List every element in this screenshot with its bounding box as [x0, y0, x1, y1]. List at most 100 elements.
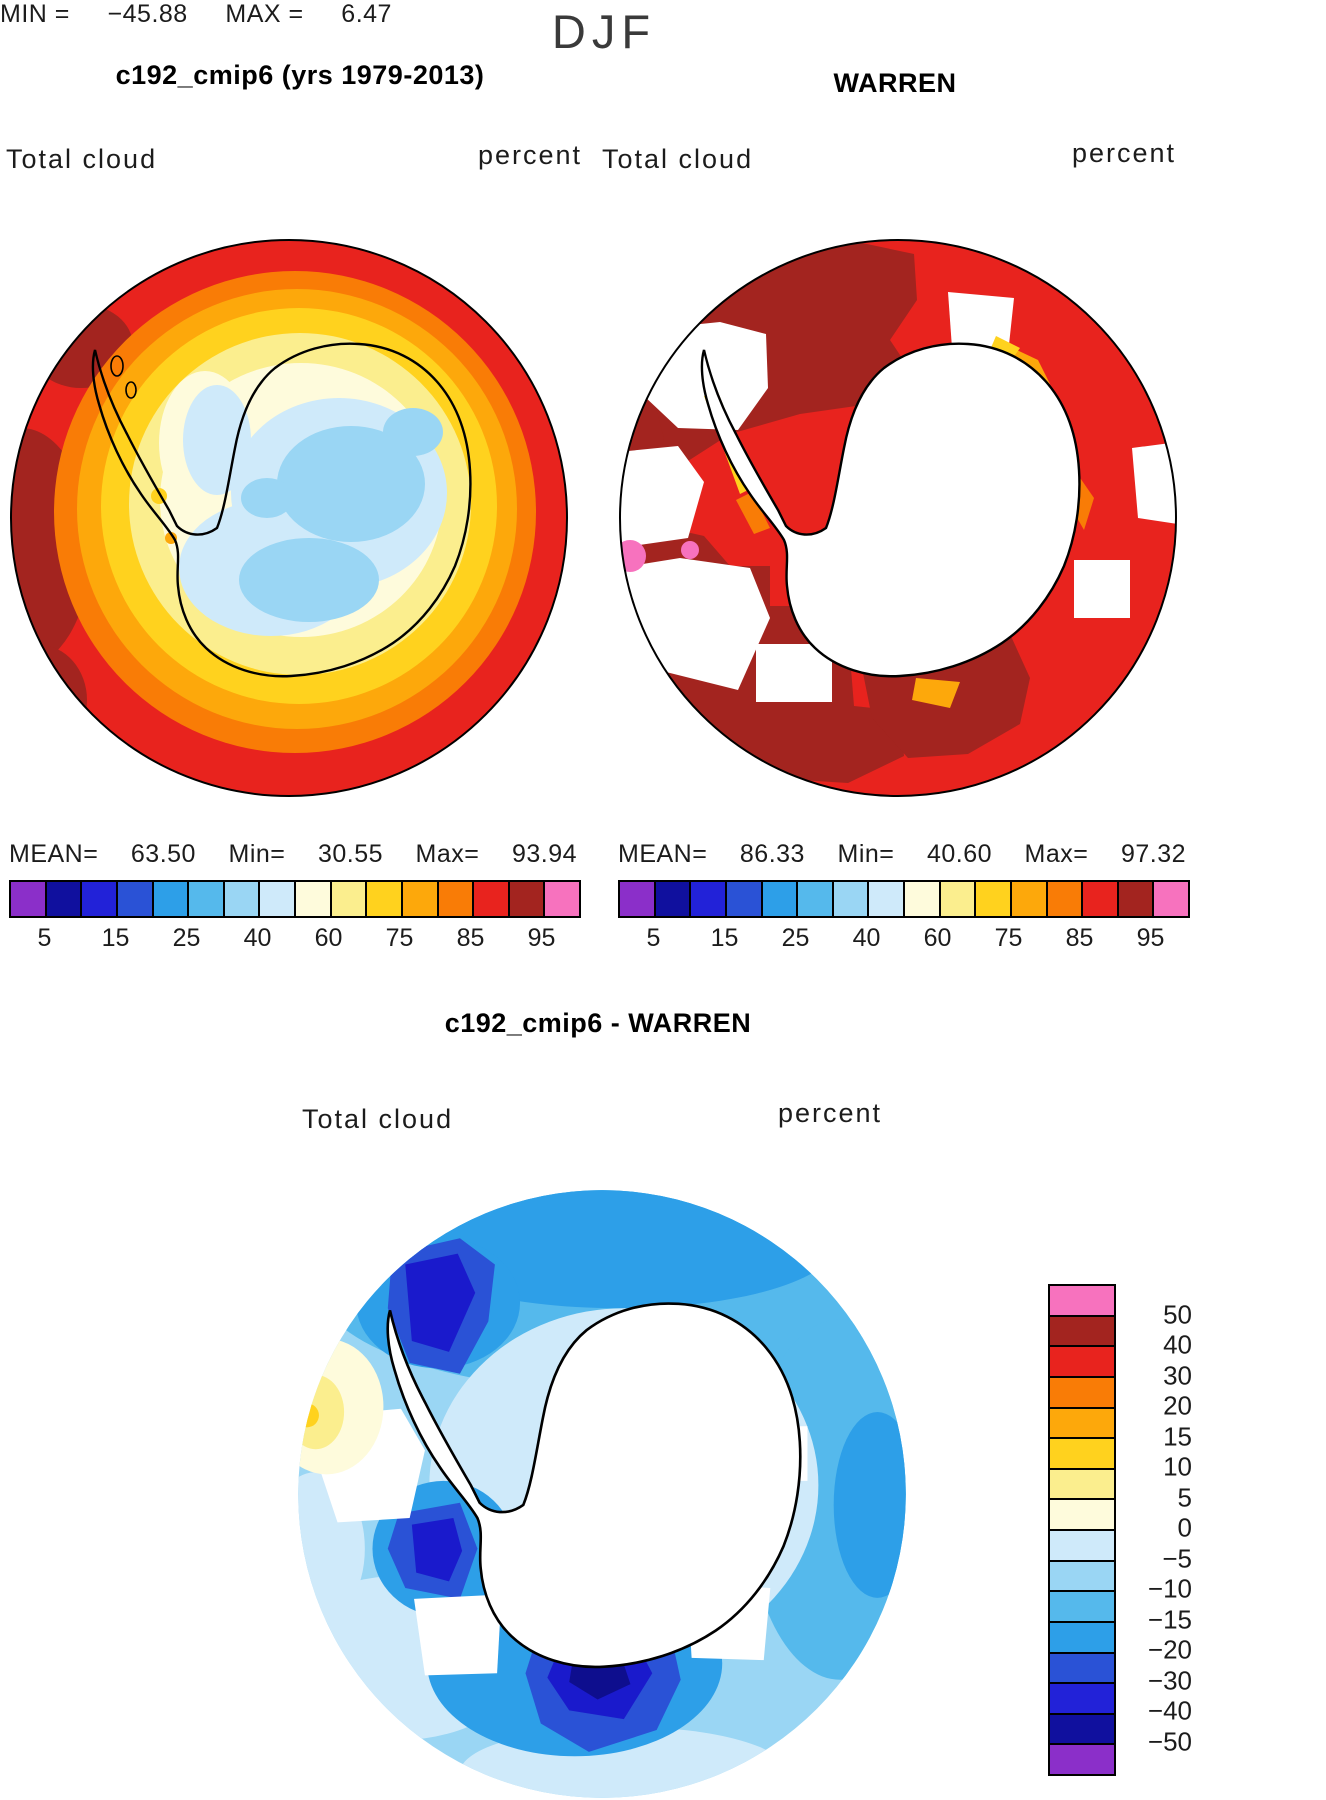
- colorbar-tick-label: −10: [1147, 1573, 1192, 1604]
- warren-panel-title: WARREN: [833, 68, 957, 98]
- colorbar-ticks: 5 15 25 40 60 75 85 95: [618, 924, 1186, 954]
- min-label: Min=: [228, 840, 286, 868]
- horizontal-colorbar: [9, 880, 581, 918]
- colorbar-segment: [1083, 882, 1119, 916]
- colorbar-segment: [1050, 1286, 1114, 1317]
- colorbar-segment: [1050, 1684, 1114, 1715]
- model-map-contours: [11, 240, 567, 796]
- colorbar-tick-label: 95: [527, 924, 556, 952]
- colorbar-tick-label: 40: [243, 924, 272, 952]
- mean-label: MEAN=: [618, 840, 708, 868]
- max-label: Max=: [1024, 840, 1089, 868]
- horizontal-colorbar: [618, 880, 1190, 918]
- antarctica-coastline: [700, 342, 1081, 678]
- figure-title: DJF: [551, 5, 657, 58]
- colorbar-tick-label: 15: [1163, 1421, 1192, 1451]
- colorbar-segment: [1050, 1377, 1114, 1409]
- colorbar-segment: [833, 882, 870, 916]
- colorbar-segment: [1050, 1714, 1114, 1746]
- colorbar-tick-label: 5: [646, 924, 661, 952]
- colorbar-tick-label: 30: [1163, 1360, 1192, 1390]
- colorbar-segment: [402, 882, 439, 916]
- colorbar-segment: [1050, 1745, 1114, 1774]
- colorbar-segment: [1050, 1531, 1114, 1562]
- difference-variable-label: Total cloud: [302, 1104, 454, 1134]
- colorbar-tick-label: 75: [994, 924, 1023, 952]
- colorbar-tick-label: 15: [101, 924, 130, 952]
- colorbar-segment: [545, 882, 579, 916]
- colorbar-segment: [1011, 882, 1048, 916]
- difference-units-label: percent: [778, 1098, 883, 1128]
- colorbar-tick-label: 60: [923, 924, 952, 952]
- colorbar-tick-label: 50: [1163, 1299, 1192, 1329]
- mean-label: MEAN=: [9, 840, 99, 868]
- warren-stats: MEAN= 86.33 Min= 40.60 Max= 97.32: [618, 840, 1186, 869]
- colorbar-segment: [438, 882, 475, 916]
- colorbar-tick-label: −20: [1147, 1634, 1192, 1665]
- colorbar-segment: [1050, 1439, 1114, 1470]
- max-value: 6.47: [341, 0, 392, 28]
- colorbar-tick-label: 95: [1136, 924, 1165, 952]
- model-panel-title: c192_cmip6 (yrs 1979-2013): [115, 60, 485, 90]
- colorbar-segment: [296, 882, 332, 916]
- colorbar-segment: [46, 882, 83, 916]
- mean-value: 63.50: [130, 840, 196, 868]
- colorbar-tick-label: 40: [1163, 1329, 1192, 1360]
- colorbar-segment: [620, 882, 656, 916]
- colorbar-segment: [655, 882, 692, 916]
- colorbar-ticks: 5 15 25 40 60 75 85 95: [9, 924, 577, 954]
- colorbar-tick-label: −15: [1147, 1604, 1192, 1634]
- map-boundary: [619, 239, 1177, 797]
- colorbar-segment: [82, 882, 118, 916]
- mean-value: 86.33: [739, 840, 805, 868]
- min-value: −45.88: [107, 0, 188, 28]
- colorbar-tick-label: 25: [172, 924, 201, 952]
- warren-variable-label: Total cloud: [602, 144, 754, 174]
- colorbar-tick-label: −5: [1162, 1543, 1192, 1573]
- antarctica-coastline: [91, 342, 472, 678]
- colorbar-tick-label: −50: [1147, 1726, 1192, 1756]
- colorbar-segment: [117, 882, 154, 916]
- colorbar-segment: [331, 882, 368, 916]
- max-value: 97.32: [1120, 840, 1186, 868]
- model-variable-label: Total cloud: [6, 144, 158, 174]
- max-label: MAX =: [225, 0, 304, 28]
- model-stats: MEAN= 63.50 Min= 30.55 Max= 93.94: [9, 840, 577, 869]
- colorbar-segment: [509, 882, 546, 916]
- colorbar-segment: [762, 882, 799, 916]
- colorbar-segment: [224, 882, 261, 916]
- difference-map-contours: [298, 1190, 906, 1798]
- vertical-colorbar-labels: 50 40 30 20 15 10 5 0 −5 −10 −15 −20 −30 −40 −50: [1122, 1284, 1192, 1772]
- colorbar-segment: [1050, 1469, 1114, 1501]
- colorbar-segment: [1050, 1408, 1114, 1440]
- colorbar-segment: [1050, 1653, 1114, 1685]
- model-units-label: percent: [478, 140, 583, 170]
- colorbar-tick-label: 25: [781, 924, 810, 952]
- colorbar-segment: [905, 882, 941, 916]
- model-map: [10, 239, 568, 797]
- colorbar-segment: [726, 882, 763, 916]
- colorbar-segment: [11, 882, 47, 916]
- colorbar-tick-label: 85: [1065, 924, 1094, 952]
- colorbar-tick-label: 5: [37, 924, 52, 952]
- colorbar-segment: [1050, 1622, 1114, 1654]
- warren-units-label: percent: [1072, 138, 1177, 168]
- colorbar-tick-label: −30: [1147, 1665, 1192, 1695]
- colorbar-segment: [691, 882, 727, 916]
- colorbar-segment: [153, 882, 190, 916]
- colorbar-segment: [940, 882, 977, 916]
- min-label: Min=: [837, 840, 895, 868]
- colorbar-tick-label: 15: [710, 924, 739, 952]
- difference-panel-title: c192_cmip6 - WARREN: [444, 1008, 752, 1038]
- colorbar-tick-label: 5: [1177, 1482, 1192, 1512]
- antarctica-coastline: [386, 1302, 802, 1669]
- colorbar-segment: [976, 882, 1012, 916]
- colorbar-tick-label: 0: [1177, 1512, 1192, 1543]
- colorbar-tick-label: −40: [1147, 1695, 1192, 1726]
- colorbar-segment: [869, 882, 905, 916]
- colorbar-segment: [474, 882, 510, 916]
- vertical-colorbar: [1048, 1284, 1116, 1776]
- colorbar-tick-label: 10: [1163, 1451, 1192, 1482]
- min-value: 40.60: [926, 840, 992, 868]
- min-value: 30.55: [317, 840, 383, 868]
